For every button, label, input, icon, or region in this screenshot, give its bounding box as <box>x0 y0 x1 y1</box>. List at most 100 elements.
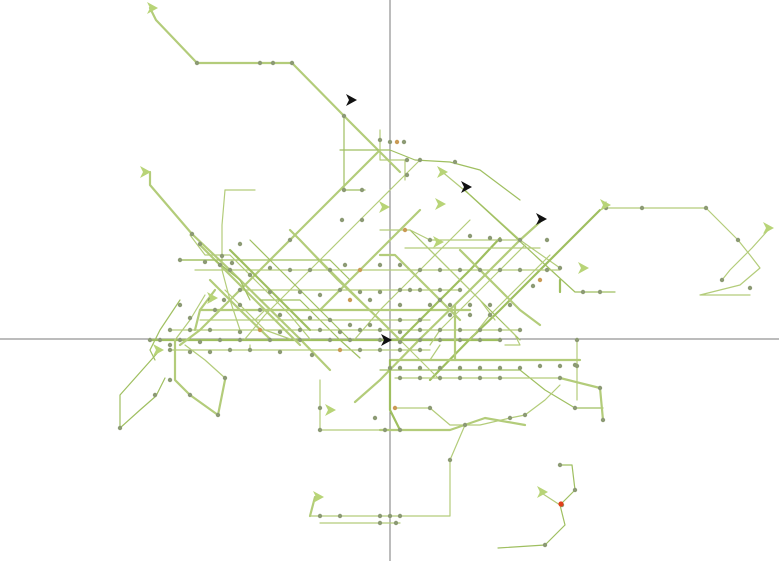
triangle-arrow-green-icon <box>313 491 324 503</box>
stop-node <box>457 365 463 371</box>
route-line <box>429 244 526 346</box>
stop-node <box>404 157 410 163</box>
stop-node <box>277 312 283 318</box>
stop-node <box>447 457 453 463</box>
stop-node <box>574 363 580 369</box>
stop-node <box>377 337 383 343</box>
stop-node <box>497 337 503 343</box>
stop-node <box>327 317 333 323</box>
stop-node <box>437 375 443 381</box>
stop-node <box>542 542 548 548</box>
triangle-arrow-black-icon <box>346 94 357 106</box>
stop-node <box>387 365 393 371</box>
stop-node <box>237 287 243 293</box>
stop-node <box>167 327 173 333</box>
stop-node <box>558 501 564 507</box>
stop-node <box>327 337 333 343</box>
stop-node <box>202 259 208 265</box>
triangle-arrow-green-icon <box>600 199 611 211</box>
route-line <box>249 239 351 341</box>
stop-node <box>417 157 423 163</box>
stop-node <box>477 267 483 273</box>
stop-node <box>357 289 363 295</box>
route-line <box>379 129 406 181</box>
stop-node <box>417 365 423 371</box>
stop-node <box>417 287 423 293</box>
route-line <box>179 259 351 281</box>
stop-node <box>257 307 263 313</box>
route-line <box>149 299 181 361</box>
route-line <box>353 220 542 404</box>
route-line <box>179 259 251 301</box>
stop-node <box>287 237 293 243</box>
stop-node <box>341 187 347 193</box>
route-line <box>605 201 761 296</box>
stop-node <box>557 265 563 271</box>
stop-node <box>297 289 303 295</box>
route-line <box>148 170 332 372</box>
route-line <box>394 384 561 426</box>
stop-node <box>157 337 163 343</box>
stop-node <box>507 302 513 308</box>
stop-node <box>397 347 403 353</box>
stop-node <box>377 137 383 143</box>
stop-node <box>447 302 453 308</box>
stop-node <box>467 302 473 308</box>
stop-node <box>309 352 315 358</box>
route-line <box>244 159 421 340</box>
stop-node <box>237 302 243 308</box>
stop-node <box>297 327 303 333</box>
stop-node <box>229 260 235 266</box>
stop-node <box>270 60 276 66</box>
stop-node <box>404 172 410 178</box>
stop-node <box>212 307 218 313</box>
route-line <box>184 344 226 379</box>
route-lines <box>119 6 771 549</box>
stop-node <box>392 405 398 411</box>
stop-node <box>387 139 393 145</box>
stop-node <box>417 327 423 333</box>
stop-node <box>339 217 345 223</box>
stop-node <box>317 405 323 411</box>
stop-node <box>401 139 407 145</box>
stop-node <box>437 337 443 343</box>
route-line <box>189 234 311 340</box>
stop-node <box>387 513 393 519</box>
stop-node <box>557 375 563 381</box>
stop-node <box>347 337 353 343</box>
triangle-arrow-black-icon <box>381 334 392 346</box>
stop-node <box>497 365 503 371</box>
stop-node <box>217 262 223 268</box>
stop-node <box>427 302 433 308</box>
stop-node <box>222 375 228 381</box>
stop-node <box>397 287 403 293</box>
stop-node <box>507 415 513 421</box>
direction-markers <box>140 2 774 503</box>
route-line <box>558 376 605 422</box>
stop-node <box>177 337 183 343</box>
stop-node <box>357 327 363 333</box>
stop-node <box>477 337 483 343</box>
stop-node <box>397 375 403 381</box>
route-line <box>458 248 542 327</box>
stop-node <box>572 405 578 411</box>
stop-node <box>237 329 243 335</box>
stop-node <box>417 267 423 273</box>
stop-node <box>337 329 343 335</box>
stop-node <box>347 322 353 328</box>
stop-node <box>517 365 523 371</box>
stop-node <box>247 347 253 353</box>
stop-node <box>347 297 353 303</box>
stop-node <box>147 337 153 343</box>
stop-node <box>537 363 543 369</box>
stop-node <box>187 349 193 355</box>
stop-node <box>557 462 563 468</box>
stop-node <box>382 427 388 433</box>
stop-node <box>397 262 403 268</box>
stop-node <box>267 265 273 271</box>
route-line <box>299 239 441 381</box>
stop-node <box>537 277 543 283</box>
stop-node <box>219 253 225 259</box>
stop-node <box>544 267 550 273</box>
stop-node <box>307 315 313 321</box>
